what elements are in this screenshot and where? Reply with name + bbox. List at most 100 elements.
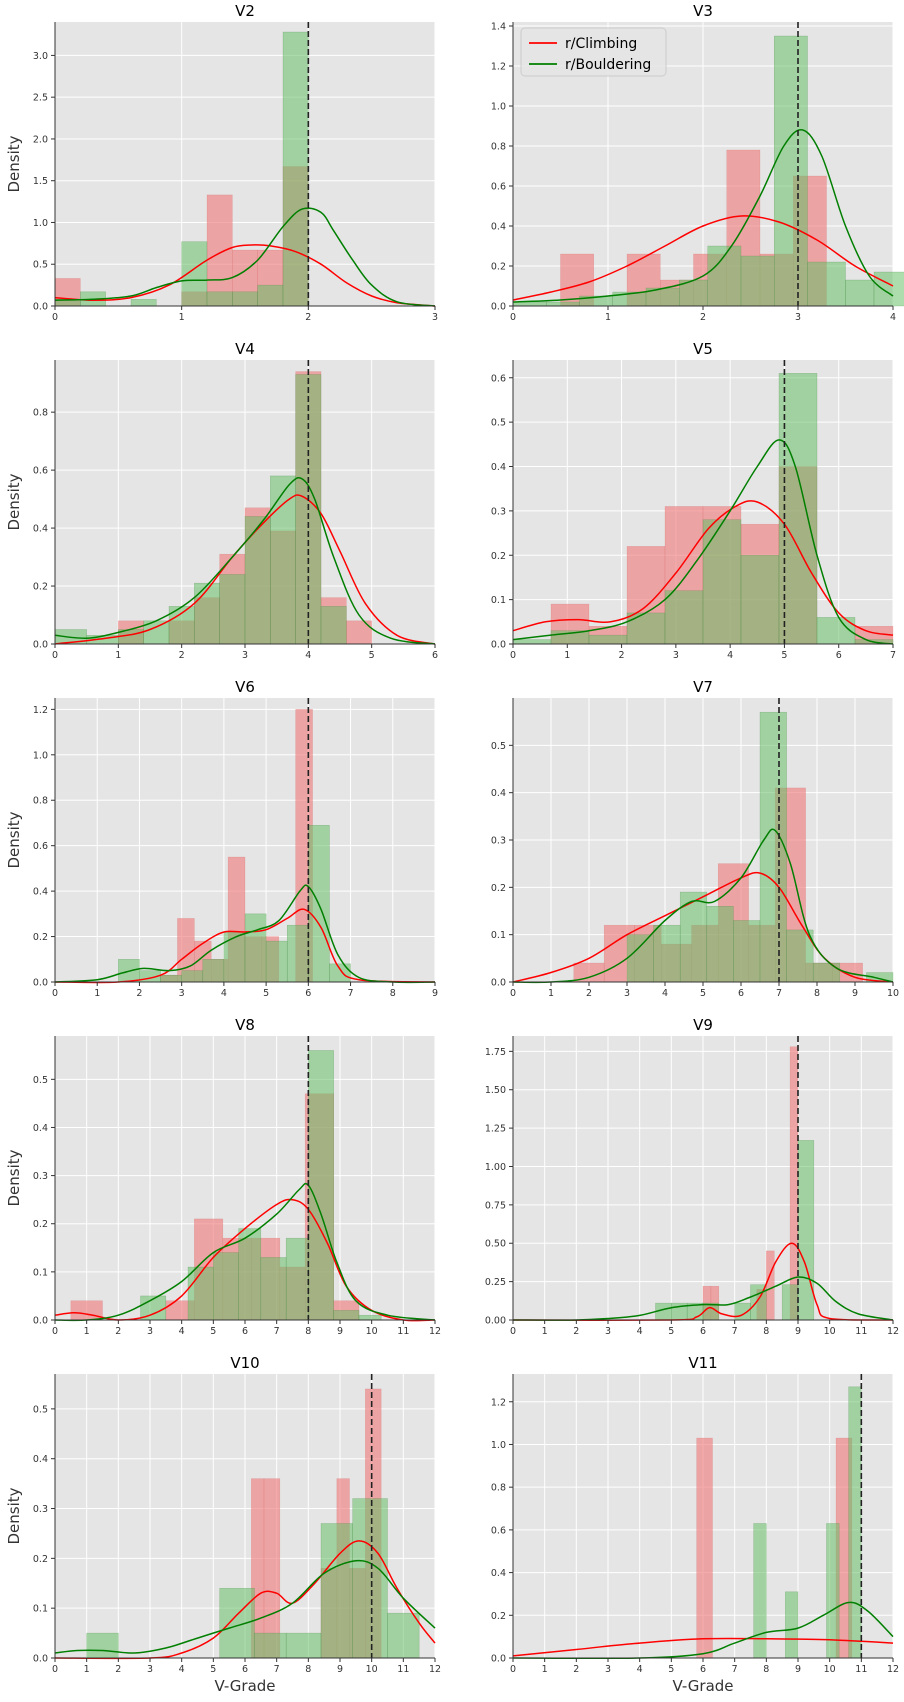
x-tick-label: 11 xyxy=(855,1664,867,1675)
bouldering-bar xyxy=(181,970,204,983)
x-tick-label: 3 xyxy=(795,312,801,323)
y-tick-label: 0.0 xyxy=(491,978,506,989)
bouldering-bar xyxy=(181,241,208,307)
y-tick-label: 0.1 xyxy=(33,1604,48,1615)
x-tick-label: 11 xyxy=(397,1326,409,1337)
y-tick-label: 0.1 xyxy=(491,595,506,606)
x-tick-label: 11 xyxy=(855,1326,867,1337)
bouldering-bar xyxy=(512,301,547,307)
x-tick-label: 6 xyxy=(242,1326,248,1337)
x-tick-label: 6 xyxy=(432,650,438,661)
x-tick-label: 5 xyxy=(263,988,269,999)
x-tick-label: 6 xyxy=(836,650,842,661)
x-tick-label: 3 xyxy=(147,1664,153,1675)
y-tick-label: 0.1 xyxy=(33,1267,48,1278)
x-tick-label: 0 xyxy=(510,988,516,999)
climbing-bar xyxy=(206,194,233,307)
y-tick-label: 1.2 xyxy=(491,1397,506,1408)
y-tick-label: 1.4 xyxy=(491,22,506,33)
bouldering-bar xyxy=(206,291,233,307)
y-tick-label: 0.00 xyxy=(485,1316,506,1327)
bouldering-bar xyxy=(679,891,708,983)
x-tick-label: 11 xyxy=(397,1664,409,1675)
panel-title: V2 xyxy=(235,2,255,20)
x-tick-label: 2 xyxy=(586,988,592,999)
bouldering-kde-line xyxy=(54,1182,436,1322)
y-tick-label: 1.0 xyxy=(33,750,48,761)
x-tick-label: 3 xyxy=(242,650,248,661)
x-tick-label: 3 xyxy=(605,1326,611,1337)
y-tick-label: 0.0 xyxy=(33,640,48,651)
y-tick-label: 0.2 xyxy=(491,1611,506,1622)
x-tick-label: 0 xyxy=(52,1326,58,1337)
bouldering-bar xyxy=(333,1310,360,1321)
y-tick-label: 0.4 xyxy=(491,788,506,799)
x-tick-label: 6 xyxy=(700,1664,706,1675)
x-tick-label: 4 xyxy=(662,988,668,999)
y-tick-label: 0.6 xyxy=(491,373,506,384)
panel-v4: 0 1 2 3 4 5 6 0.0 0.2 0.4 0.6 0.8 V4 Density xyxy=(5,340,438,661)
x-tick-label: 1 xyxy=(115,650,121,661)
x-tick-label: 5 xyxy=(668,1664,674,1675)
x-tick-label: 3 xyxy=(432,312,438,323)
x-tick-label: 10 xyxy=(366,1326,378,1337)
bouldering-bar xyxy=(774,35,808,307)
y-tick-label: 0.2 xyxy=(491,551,506,562)
x-tick-label: 9 xyxy=(432,988,438,999)
x-tick-label: 3 xyxy=(624,988,630,999)
y-tick-label: 0.5 xyxy=(491,418,506,429)
x-tick-label: 8 xyxy=(390,988,396,999)
bouldering-histogram xyxy=(54,31,309,307)
y-tick-label: 1.5 xyxy=(33,176,48,187)
y-tick-label: 0.2 xyxy=(33,1219,48,1230)
y-tick-label: 0.0 xyxy=(491,640,506,651)
legend: r/Climbing r/Bouldering xyxy=(520,27,667,77)
x-tick-label: 1 xyxy=(548,988,554,999)
x-tick-label: 5 xyxy=(210,1326,216,1337)
x-tick-label: 2 xyxy=(573,1326,579,1337)
y-tick-label: 0.0 xyxy=(33,1654,48,1665)
x-tick-label: 6 xyxy=(305,988,311,999)
panel-title: V5 xyxy=(693,340,713,358)
climbing-kde-line xyxy=(54,244,436,307)
x-tick-label: 5 xyxy=(781,650,787,661)
y-tick-label: 0.3 xyxy=(33,1171,48,1182)
bouldering-bar xyxy=(588,634,628,645)
x-tick-label: 7 xyxy=(890,650,896,661)
gridlines xyxy=(512,1036,894,1321)
y-axis-label: Density xyxy=(5,1487,23,1544)
x-tick-label: 2 xyxy=(115,1664,121,1675)
bouldering-bar xyxy=(329,963,351,983)
x-tick-label: 4 xyxy=(179,1326,185,1337)
y-tick-label: 1.50 xyxy=(485,1085,506,1096)
legend-climbing-label: r/Climbing xyxy=(565,36,637,52)
y-tick-label: 0.8 xyxy=(33,408,48,419)
x-tick-label: 0 xyxy=(52,988,58,999)
x-tick-label: 1 xyxy=(542,1326,548,1337)
bouldering-histogram xyxy=(512,373,894,645)
climbing-kde-line xyxy=(512,1242,894,1321)
bouldering-bar xyxy=(626,612,666,645)
bouldering-kde-line xyxy=(54,477,436,645)
y-tick-label: 0.4 xyxy=(491,462,506,473)
x-tick-label: 12 xyxy=(429,1664,441,1675)
x-tick-label: 8 xyxy=(763,1664,769,1675)
legend-box xyxy=(520,27,667,77)
y-tick-label: 1.2 xyxy=(491,62,506,73)
bouldering-bar xyxy=(194,582,220,645)
bouldering-kde-line xyxy=(512,1276,894,1321)
y-tick-label: 0.2 xyxy=(33,582,48,593)
climbing-bar xyxy=(766,1250,775,1321)
panel-v9: 0 1 2 3 4 5 6 7 8 9 10 11 120.000.250.500.751.001.25… xyxy=(485,1016,899,1337)
y-tick-label: 0.1 xyxy=(491,930,506,941)
panel-title: V6 xyxy=(235,678,255,696)
bouldering-bar xyxy=(213,1252,239,1321)
legend-bouldering-label: r/Bouldering xyxy=(565,57,651,73)
y-tick-label: 1.25 xyxy=(485,1124,506,1135)
bouldering-bar xyxy=(807,261,846,307)
x-tick-label: 1 xyxy=(94,988,100,999)
y-tick-label: 0.6 xyxy=(33,841,48,852)
y-tick-label: 0.3 xyxy=(491,836,506,847)
x-tick-label: 10 xyxy=(824,1326,836,1337)
y-tick-label: 0.0 xyxy=(33,1316,48,1327)
